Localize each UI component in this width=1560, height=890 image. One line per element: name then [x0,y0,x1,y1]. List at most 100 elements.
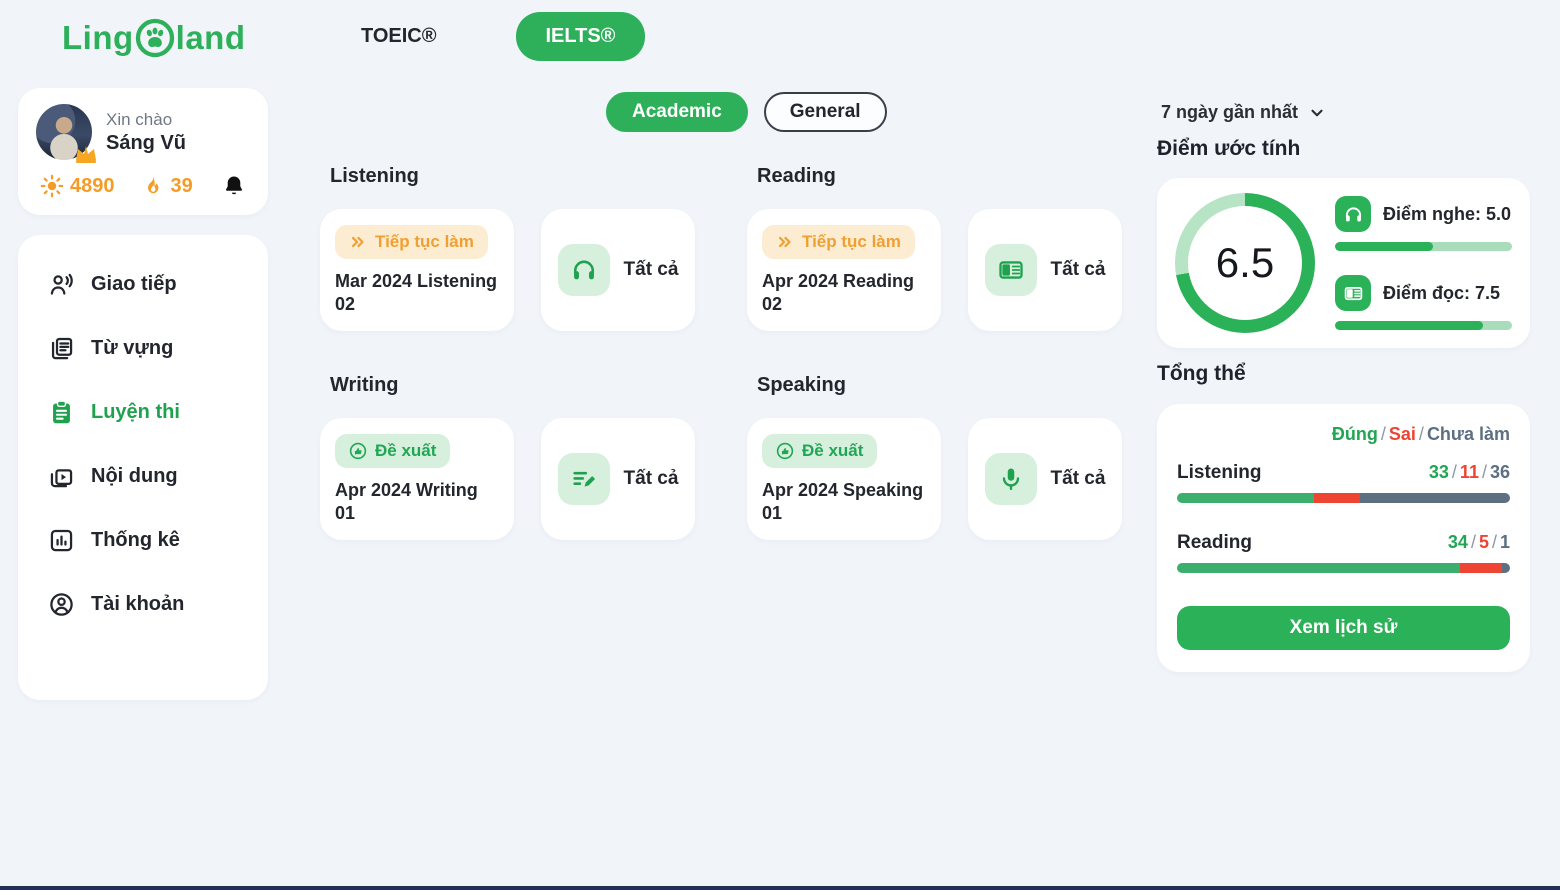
headphones-icon [1335,196,1371,232]
reading-icon [984,244,1037,296]
exam-tabs: TOEIC® IELTS® [337,12,646,61]
overall-row-label: Reading [1177,532,1252,553]
greeting-text: Xin chào [106,109,173,129]
writing-icon [557,453,610,505]
chevron-down-icon [1311,109,1323,116]
section-title: Speaking [757,374,846,396]
paw-icon [135,18,174,58]
notification-bell-icon[interactable] [222,174,246,198]
headphones-icon [557,244,610,296]
section-listening: Listening Tiếp tục làm Mar 2024 Listenin… [320,165,750,331]
suggest-badge: Đề xuất [762,434,878,468]
streak-value: 39 [170,174,193,197]
section-reading: Reading Tiếp tục làm Apr 2024 Reading 02 [747,165,1177,331]
flame-icon [147,176,158,194]
double-chevron-icon [778,236,791,248]
test-title: Apr 2024 Speaking 01 [762,480,924,524]
bottom-edge-bar [0,886,1560,890]
track-filters: Academic General [606,92,887,132]
listening-score-row: Điểm nghe: 5.0 [1335,196,1512,251]
period-dropdown[interactable]: 7 ngày gần nhất [1161,102,1530,123]
filter-academic[interactable]: Academic [606,92,748,132]
sidebar-item-label: Thống kê [91,529,180,551]
sidebar-item-tu-vung[interactable]: Từ vựng [48,335,238,362]
estimated-score-title: Điểm ước tính [1157,137,1301,160]
avatar[interactable] [36,104,96,163]
all-label: Tất cả [1050,468,1106,489]
flashcards-icon [51,337,73,360]
sidebar-item-giao-tiep[interactable]: Giao tiếp [48,271,238,298]
bar-segment-correct [1177,493,1315,503]
test-title: Apr 2024 Reading 02 [762,271,915,315]
bar-chart-icon [50,529,73,552]
section-speaking: Speaking Đề xuất Apr 2024 Speaking 01 [747,374,1177,540]
continue-badge: Tiếp tục làm [762,225,915,259]
overall-reading-row: Reading 34/5/1 [1177,532,1510,573]
score-gauge: 6.5 [1175,193,1315,333]
sidebar-item-label: Luyện thi [91,401,180,423]
app-logo: Ling land [62,18,246,58]
user-card: Xin chào Sáng Vũ 4890 [18,88,268,215]
microphone-icon [984,453,1037,505]
sidebar-item-noi-dung[interactable]: Nội dung [48,463,238,490]
all-label: Tất cả [623,468,679,489]
listening-score-label: Điểm nghe: 5.0 [1383,203,1512,224]
legend-wrong: Sai [1388,424,1416,444]
listening-test-card[interactable]: Tiếp tục làm Mar 2024 Listening 02 [320,209,514,331]
overall-card: Đúng / Sai / Chưa làm Listening 33/11/36 Rea… [1157,404,1530,672]
bar-segment-wrong [1314,493,1361,503]
sidebar-item-tai-khoan[interactable]: Tài khoản [48,591,238,618]
tab-toeic[interactable]: TOEIC® [361,25,437,47]
reading-score-row: Điểm đọc: 7.5 [1335,275,1512,330]
sidebar-item-thong-ke[interactable]: Thống kê [48,527,238,554]
speaking-person-icon [50,273,73,295]
listening-all-card[interactable]: Tất cả [541,209,695,331]
streak-stat: 39 [141,174,193,198]
overall-row-label: Listening [1177,462,1262,483]
avatar-photo [36,104,92,160]
sidebar-item-label: Giao tiếp [91,273,177,295]
bar-segment-not-done [1501,563,1510,573]
reading-all-card[interactable]: Tất cả [968,209,1122,331]
crown-icon [76,146,96,163]
filter-general[interactable]: General [763,92,887,132]
overall-title: Tổng thể [1157,362,1246,385]
section-title: Reading [757,165,836,187]
logo-text-pre: Ling [62,19,134,56]
all-label: Tất cả [1050,259,1106,280]
bar-segment-not-done [1360,493,1510,503]
sun-icon [40,174,64,198]
overall-bar [1177,563,1510,573]
double-chevron-icon [351,236,364,248]
test-title: Apr 2024 Writing 01 [335,480,478,524]
legend-not-done: Chưa làm [1426,424,1510,444]
logo-text-post: land [175,19,246,56]
sidebar-nav: Giao tiếp Từ vựng Luyện thi [18,235,268,700]
writing-all-card[interactable]: Tất cả [541,418,695,540]
bar-segment-wrong [1460,563,1502,573]
overall-band-score: 6.5 [1215,239,1275,286]
speaking-test-card[interactable]: Đề xuất Apr 2024 Speaking 01 [747,418,941,540]
sidebar-item-label: Nội dung [91,465,178,487]
score-bar-fill [1335,242,1434,251]
clipboard-icon [53,400,70,424]
overall-bar [1177,493,1510,503]
reading-icon [1335,275,1371,311]
section-title: Listening [330,165,419,187]
reading-test-card[interactable]: Tiếp tục làm Apr 2024 Reading 02 [747,209,941,331]
section-writing: Writing Đề xuất Apr 2024 Writing 01 [320,374,750,540]
reading-score-label: Điểm đọc: 7.5 [1383,282,1501,303]
speaking-all-card[interactable]: Tất cả [968,418,1122,540]
estimated-score-card: 6.5 Điểm nghe: 5.0 [1157,178,1530,348]
listening-score-bar [1335,242,1512,251]
sidebar-item-luyen-thi[interactable]: Luyện thi [48,399,238,426]
account-icon [50,593,73,616]
sidebar-item-label: Từ vựng [91,337,174,359]
view-history-button[interactable]: Xem lịch sử [1177,606,1510,650]
score-bar-fill [1335,321,1483,330]
section-title: Writing [330,374,399,396]
stats-panel: 7 ngày gần nhất Điểm ước tính 6.5 [1157,102,1530,672]
tab-ielts[interactable]: IELTS® [515,12,646,61]
writing-test-card[interactable]: Đề xuất Apr 2024 Writing 01 [320,418,514,540]
